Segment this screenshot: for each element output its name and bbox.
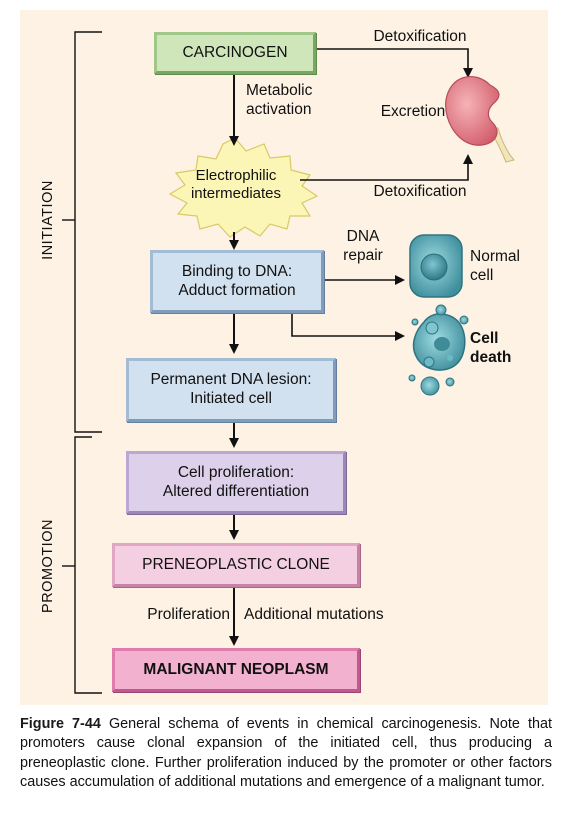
initiation-bracket	[62, 31, 102, 433]
excretion-label: Excretion	[380, 103, 446, 120]
promotion-label: PROMOTION	[40, 519, 56, 613]
preneoplastic-box: PRENEOPLASTIC CLONE	[112, 543, 360, 587]
cell-proliferation-label: Cell proliferation: Altered differentiat…	[162, 463, 310, 500]
cell-death-label: Cell death	[470, 330, 512, 366]
preneoplastic-label: PRENEOPLASTIC CLONE	[142, 555, 330, 573]
detoxification-bottom-label: Detoxification	[373, 183, 467, 200]
dna-lesion-label: Permanent DNA lesion: Initiated cell	[150, 371, 312, 407]
arrow-cell-death	[291, 313, 405, 341]
binding-dna-label: Binding to DNA: Adduct formation	[178, 262, 296, 299]
additional-mutations-label: Additional mutations	[244, 606, 384, 623]
diagram-panel: INITIATION PROMOTION CARCINOGEN Electrop…	[20, 10, 548, 705]
promotion-bracket	[62, 436, 102, 694]
normal-cell-label: Normal cell	[470, 248, 520, 284]
electrophilic-label: Electrophilic intermediates	[190, 166, 282, 202]
electrophilic-starburst	[168, 137, 319, 238]
arrow-detox-bottom	[300, 154, 473, 181]
initiation-label: INITIATION	[40, 180, 56, 260]
electrophilic-box: Electrophilic intermediates	[180, 160, 292, 210]
metabolic-activation-label: Metabolic activation	[246, 82, 313, 118]
dna-repair-label: DNA repair	[343, 228, 383, 264]
arrow-detox-top	[317, 48, 473, 78]
carcinogen-box: CARCINOGEN	[154, 32, 316, 74]
carcinogen-label: CARCINOGEN	[182, 43, 288, 61]
malignant-box: MALIGNANT NEOPLASM	[112, 648, 360, 692]
kidney-icon	[445, 76, 515, 163]
proliferation-label: Proliferation	[147, 606, 230, 623]
malignant-label: MALIGNANT NEOPLASM	[143, 660, 329, 678]
connector-layer	[62, 31, 515, 694]
figure-caption: Figure 7-44 General schema of events in …	[20, 715, 552, 792]
figure-number: Figure 7-44	[20, 716, 101, 732]
caption-text: General schema of events in chemical car…	[20, 716, 553, 790]
detoxification-top-label: Detoxification	[373, 28, 467, 45]
cell-death-icon	[408, 304, 469, 396]
dna-lesion-box: Permanent DNA lesion: Initiated cell	[126, 358, 336, 422]
cell-proliferation-box: Cell proliferation: Altered differentiat…	[126, 451, 346, 514]
binding-dna-box: Binding to DNA: Adduct formation	[150, 250, 324, 313]
normal-cell-icon	[409, 234, 463, 298]
